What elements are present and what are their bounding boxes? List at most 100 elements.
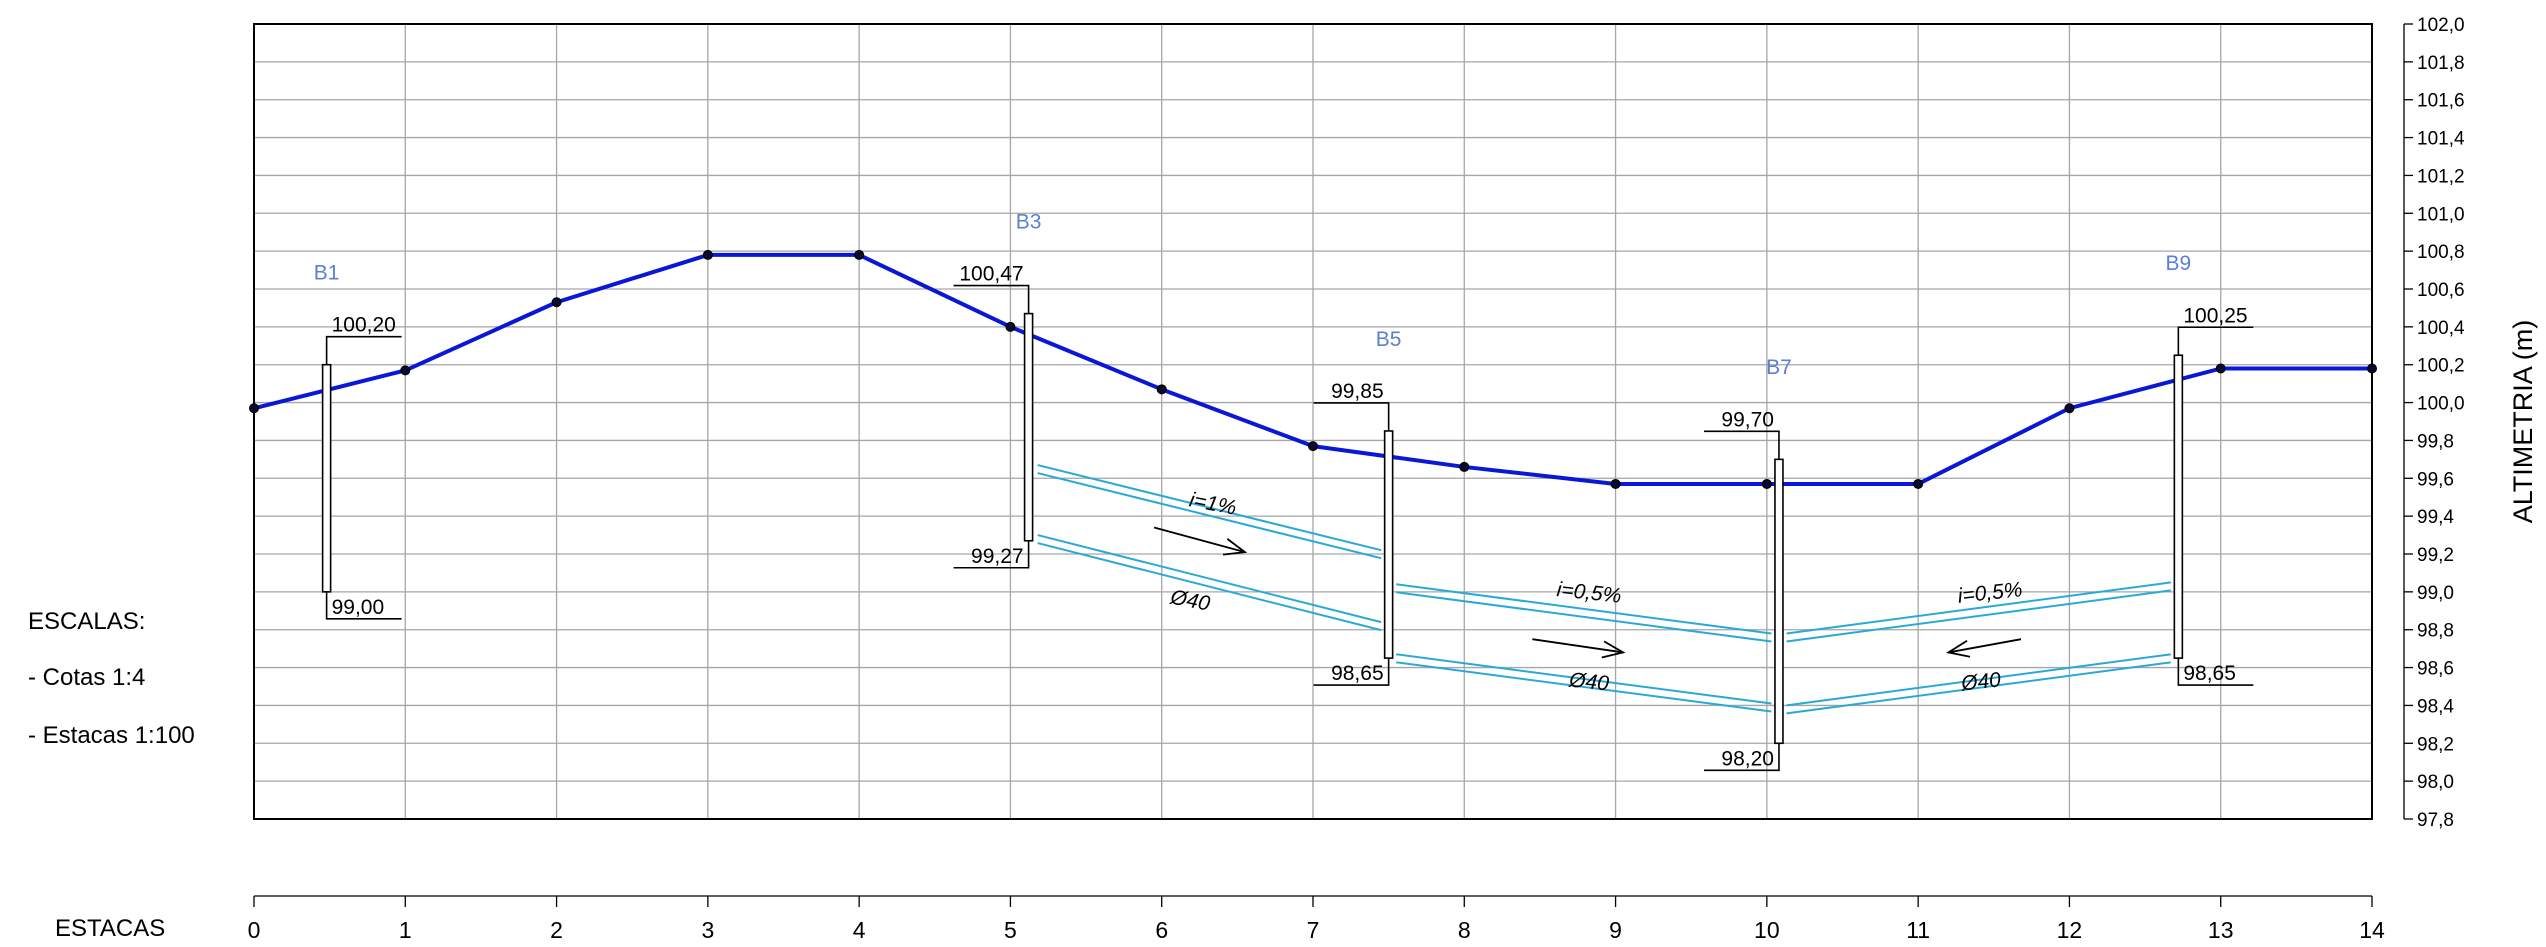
y-tick-label: 100,8 bbox=[2417, 242, 2465, 263]
manhole-bottom-label: 98,65 bbox=[1331, 662, 1384, 685]
pipe-line bbox=[1037, 472, 1382, 560]
flow-arrowhead bbox=[1946, 639, 1971, 658]
x-tick-label: 14 bbox=[2359, 917, 2385, 943]
pipe-line bbox=[1037, 534, 1382, 624]
x-tick-label: 5 bbox=[1004, 917, 1017, 943]
y-tick-label: 98,6 bbox=[2417, 659, 2454, 680]
y-tick-label: 98,4 bbox=[2417, 696, 2454, 717]
terrain-point bbox=[2367, 363, 2377, 374]
pipe-line bbox=[1396, 653, 1772, 705]
y-tick-label: 100,4 bbox=[2417, 318, 2465, 339]
pipe-annotation: i=1% bbox=[1187, 488, 1238, 520]
manhole-bottom-leader bbox=[325, 591, 402, 620]
manhole-name: B9 bbox=[2166, 252, 2192, 275]
flow-arrowhead bbox=[1601, 640, 1626, 659]
pipe-line bbox=[1396, 583, 1772, 635]
pipe-annotation: Ø40 bbox=[1567, 668, 1610, 695]
manhole-bottom-label: 98,65 bbox=[2183, 662, 2236, 685]
pipe-annotation: i=0,5% bbox=[1556, 578, 1623, 608]
y-tick-label: 97,8 bbox=[2417, 810, 2454, 831]
x-tick-label: 0 bbox=[248, 917, 261, 943]
manhole-name: B1 bbox=[314, 262, 340, 285]
terrain-point bbox=[400, 365, 411, 376]
manhole-b1 bbox=[321, 363, 332, 593]
y-tick-label: 102,0 bbox=[2417, 15, 2465, 36]
y-tick-label: 99,2 bbox=[2417, 545, 2454, 566]
y-tick-label: 99,8 bbox=[2417, 431, 2454, 452]
y-tick-label: 101,2 bbox=[2417, 166, 2465, 187]
y-tick-label: 100,2 bbox=[2417, 356, 2465, 377]
flow-arrowhead bbox=[1222, 538, 1248, 556]
y-tick-label: 98,8 bbox=[2417, 621, 2454, 642]
manhole-top-label: 99,70 bbox=[1721, 408, 1774, 431]
pipe-line bbox=[1037, 542, 1382, 632]
manhole-bottom-leader bbox=[1703, 743, 1780, 772]
x-tick-label: 10 bbox=[1754, 917, 1780, 943]
terrain-point bbox=[249, 403, 259, 414]
terrain-point bbox=[1459, 461, 1470, 472]
terrain-point bbox=[1913, 478, 1924, 489]
manhole-top-label: 100,47 bbox=[959, 263, 1023, 286]
pipe-annotation: Ø40 bbox=[1168, 585, 1213, 615]
manhole-top-label: 99,85 bbox=[1331, 380, 1384, 403]
manhole-bottom-label: 98,20 bbox=[1721, 747, 1774, 770]
x-axis-label: ESTACAS bbox=[55, 915, 166, 942]
terrain-point bbox=[854, 249, 865, 260]
scale-estacas: - Estacas 1:100 bbox=[28, 722, 195, 749]
manhole-top-leader bbox=[953, 284, 1030, 314]
x-tick-label: 1 bbox=[399, 917, 412, 943]
y-tick-label: 101,6 bbox=[2417, 91, 2465, 112]
x-tick-label: 13 bbox=[2208, 917, 2234, 943]
manhole-bottom-leader bbox=[953, 540, 1030, 569]
y-tick-label: 99,6 bbox=[2417, 469, 2454, 490]
manhole-bottom-leader bbox=[2177, 658, 2254, 686]
manhole-name: B3 bbox=[1016, 210, 1042, 233]
manhole-top-leader bbox=[2177, 326, 2254, 356]
manhole-b7 bbox=[1774, 458, 1784, 745]
manhole-bottom-label: 99,00 bbox=[332, 596, 385, 619]
x-tick-label: 6 bbox=[1155, 917, 1168, 943]
y-tick-label: 100,0 bbox=[2417, 394, 2465, 415]
pipe-line bbox=[1396, 661, 1772, 713]
y-tick-label: 101,8 bbox=[2417, 53, 2465, 74]
manhole-top-leader bbox=[325, 335, 402, 365]
pipe-line bbox=[1786, 653, 2171, 707]
manhole-b3 bbox=[1023, 312, 1034, 542]
terrain-point bbox=[1610, 478, 1621, 489]
pipe-line bbox=[1037, 464, 1382, 552]
y-tick-label: 98,0 bbox=[2417, 772, 2454, 793]
terrain-point bbox=[702, 249, 713, 260]
manhole-b9 bbox=[2173, 354, 2184, 659]
y-tick-label: 99,0 bbox=[2417, 583, 2454, 604]
scale-cotas: - Cotas 1:4 bbox=[28, 664, 146, 691]
plot-frame bbox=[253, 23, 2373, 820]
x-tick-label: 7 bbox=[1307, 917, 1320, 943]
manhole-top-leader bbox=[1313, 402, 1390, 431]
x-tick-label: 4 bbox=[853, 917, 866, 943]
manhole-top-label: 100,25 bbox=[2183, 304, 2247, 327]
flow-arrow bbox=[1532, 638, 1624, 654]
y-tick-label: 100,6 bbox=[2417, 280, 2465, 301]
y-tick-label: 101,4 bbox=[2417, 129, 2465, 150]
manhole-b5 bbox=[1383, 430, 1394, 659]
x-tick-label: 8 bbox=[1458, 917, 1471, 943]
flow-arrow bbox=[1948, 638, 2022, 654]
scales-title: ESCALAS: bbox=[28, 608, 146, 635]
x-tick-label: 2 bbox=[550, 917, 563, 943]
manhole-top-label: 100,20 bbox=[332, 314, 396, 337]
manhole-bottom-label: 99,27 bbox=[971, 545, 1024, 568]
terrain-point bbox=[1005, 321, 1016, 332]
x-tick-label: 9 bbox=[1609, 917, 1622, 943]
pipe-line bbox=[1786, 581, 2171, 635]
manhole-name: B5 bbox=[1376, 328, 1402, 351]
terrain-point bbox=[2215, 363, 2226, 374]
pipe-line bbox=[1786, 589, 2171, 643]
manhole-bottom-leader bbox=[1313, 658, 1390, 686]
terrain-point bbox=[2064, 403, 2075, 414]
x-tick-label: 12 bbox=[2057, 917, 2083, 943]
pipe-annotation: Ø40 bbox=[1959, 668, 2002, 695]
pipe-line bbox=[1396, 591, 1772, 643]
manhole-top-leader bbox=[1703, 430, 1780, 460]
x-tick-label: 3 bbox=[701, 917, 714, 943]
